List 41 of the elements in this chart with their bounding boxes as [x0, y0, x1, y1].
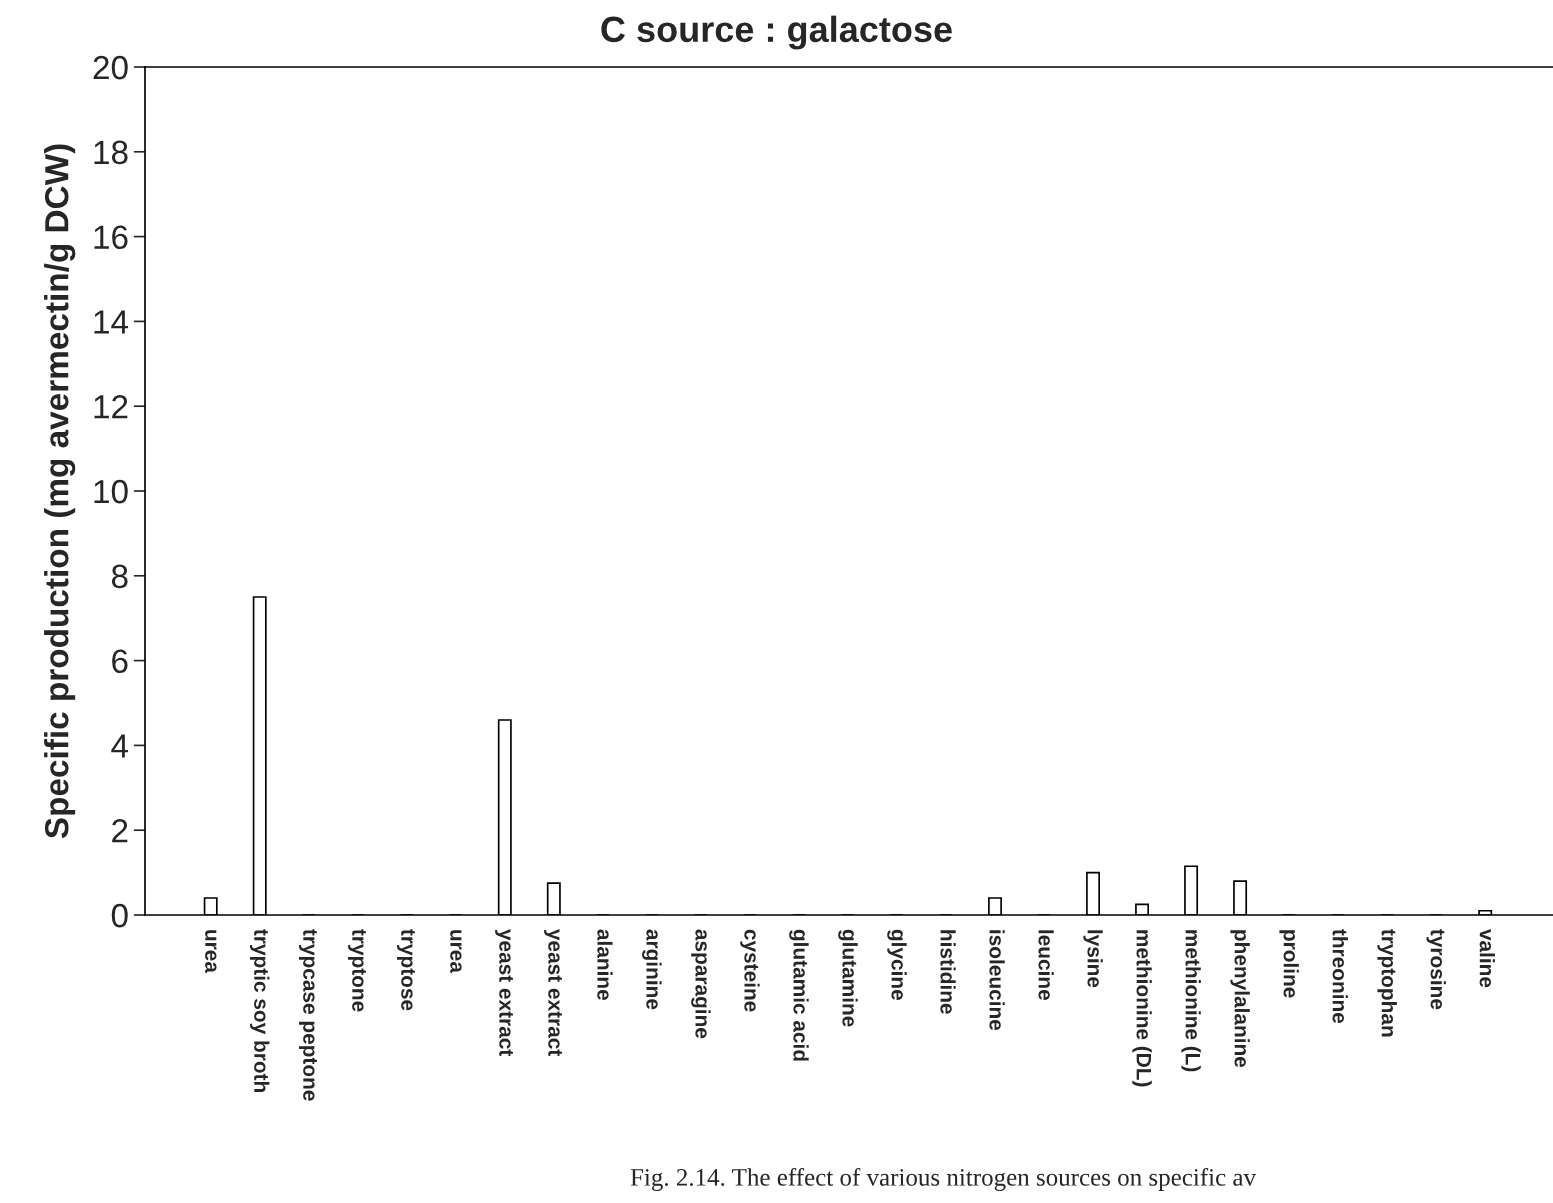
- x-tick-label: glutamine: [838, 929, 858, 1027]
- y-tick-label: 4: [111, 734, 129, 758]
- x-tick-label: lysine: [1083, 930, 1103, 988]
- x-tick-label: glutamic acid: [789, 929, 809, 1061]
- y-tick-label: 10: [94, 479, 128, 504]
- caption: Fig. 2.14. The effect of various nitrogen sources on specific av: [630, 1167, 1257, 1191]
- y-tick-label: 2: [112, 819, 128, 843]
- x-tick-label: tryptose: [397, 929, 415, 1011]
- x-tick-label: asparagine: [691, 929, 711, 1039]
- chart-title: C source : galactose: [601, 15, 952, 50]
- x-tick-label: yeast extract: [495, 929, 514, 1057]
- y-tick-label: 20: [93, 55, 128, 80]
- x-tick-label: proline: [1279, 930, 1299, 998]
- y-tick-label: 0: [111, 903, 128, 928]
- x-tick-label: arginine: [642, 929, 662, 1010]
- x-tick-label: alanine: [597, 929, 613, 1000]
- x-tick-label: urea: [205, 930, 217, 974]
- x-tick-label: tryptophan: [1377, 929, 1397, 1037]
- y-tick-label: 12: [94, 395, 128, 419]
- x-tick-label: tryptic soy broth: [250, 929, 270, 1092]
- y-axis-title: Specific production (mg avermectin/g DCW): [44, 144, 76, 839]
- y-tick-label: 8: [111, 564, 128, 589]
- x-tick-label: phenylalanine: [1230, 930, 1250, 1068]
- x-tick-label: valine: [1479, 928, 1495, 988]
- x-tick-label: tryptone: [348, 929, 366, 1012]
- x-tick-label: yeast extract: [544, 929, 563, 1057]
- y-tick-label: 18: [94, 140, 128, 165]
- y-tick-label: 16: [94, 225, 128, 250]
- x-tick-label: isoleucine: [989, 930, 1005, 1031]
- x-tick-label: leucine: [1038, 930, 1054, 1000]
- x-tick-label: histidine: [940, 930, 956, 1014]
- x-tick-label: glycine: [887, 929, 907, 1000]
- y-tick-label: 6: [112, 649, 128, 674]
- x-tick-label: threonine: [1332, 929, 1348, 1024]
- y-tick-label: 14: [94, 310, 129, 334]
- x-tick-label: cysteine: [740, 929, 760, 1012]
- x-tick-label: tyrosine: [1426, 929, 1446, 1010]
- x-tick-label: methionine (L): [1181, 930, 1201, 1072]
- x-tick-label: trypcase peptone: [299, 929, 317, 1101]
- x-tick-label: methionine (DL): [1132, 930, 1152, 1087]
- x-tick-label: urea: [450, 930, 462, 974]
